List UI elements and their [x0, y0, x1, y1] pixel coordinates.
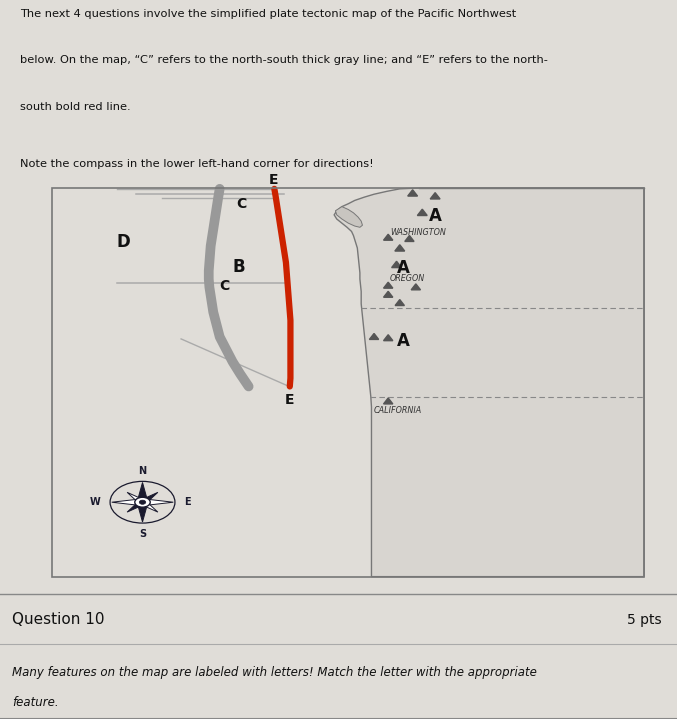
Text: S: S: [139, 528, 146, 539]
Text: Many features on the map are labeled with letters! Match the letter with the app: Many features on the map are labeled wit…: [12, 666, 537, 679]
Text: CALIFORNIA: CALIFORNIA: [374, 406, 422, 415]
Text: A: A: [429, 206, 441, 224]
Polygon shape: [408, 190, 418, 196]
Polygon shape: [391, 261, 401, 267]
Text: feature.: feature.: [12, 696, 59, 710]
Text: 5 pts: 5 pts: [628, 613, 662, 626]
Polygon shape: [127, 493, 146, 504]
Text: OREGON: OREGON: [390, 275, 425, 283]
Polygon shape: [127, 500, 146, 512]
Text: D: D: [116, 233, 130, 251]
Polygon shape: [137, 482, 148, 502]
Polygon shape: [334, 188, 645, 577]
Polygon shape: [395, 244, 405, 251]
Polygon shape: [112, 499, 143, 505]
Polygon shape: [384, 234, 393, 240]
Text: The next 4 questions involve the simplified plate tectonic map of the Pacific No: The next 4 questions involve the simplif…: [20, 9, 517, 19]
Text: C: C: [236, 197, 246, 211]
Polygon shape: [395, 300, 404, 306]
Polygon shape: [384, 398, 393, 404]
Text: E: E: [184, 498, 191, 507]
Text: E: E: [268, 173, 278, 187]
Text: below. On the map, “C” refers to the north-south thick gray line; and “E” refers: below. On the map, “C” refers to the nor…: [20, 55, 548, 65]
Polygon shape: [143, 499, 173, 505]
Circle shape: [139, 500, 146, 504]
Polygon shape: [417, 209, 427, 216]
Polygon shape: [384, 291, 393, 297]
Polygon shape: [411, 284, 420, 290]
Polygon shape: [384, 335, 393, 341]
Circle shape: [135, 498, 150, 507]
Text: N: N: [138, 466, 147, 476]
Polygon shape: [336, 206, 362, 227]
Text: WASHINGTON: WASHINGTON: [390, 228, 446, 237]
Text: Note the compass in the lower left-hand corner for directions!: Note the compass in the lower left-hand …: [20, 159, 374, 169]
Polygon shape: [405, 236, 414, 242]
Text: B: B: [233, 257, 245, 275]
Polygon shape: [384, 282, 393, 288]
Polygon shape: [137, 502, 148, 522]
Text: C: C: [220, 280, 230, 293]
Text: E: E: [285, 393, 294, 407]
Text: A: A: [397, 259, 410, 277]
Polygon shape: [139, 500, 158, 512]
Text: W: W: [90, 498, 101, 507]
Text: Question 10: Question 10: [12, 612, 105, 627]
Text: A: A: [397, 332, 410, 350]
Polygon shape: [430, 193, 440, 199]
Polygon shape: [370, 334, 378, 339]
Polygon shape: [139, 493, 158, 504]
Text: south bold red line.: south bold red line.: [20, 102, 131, 112]
